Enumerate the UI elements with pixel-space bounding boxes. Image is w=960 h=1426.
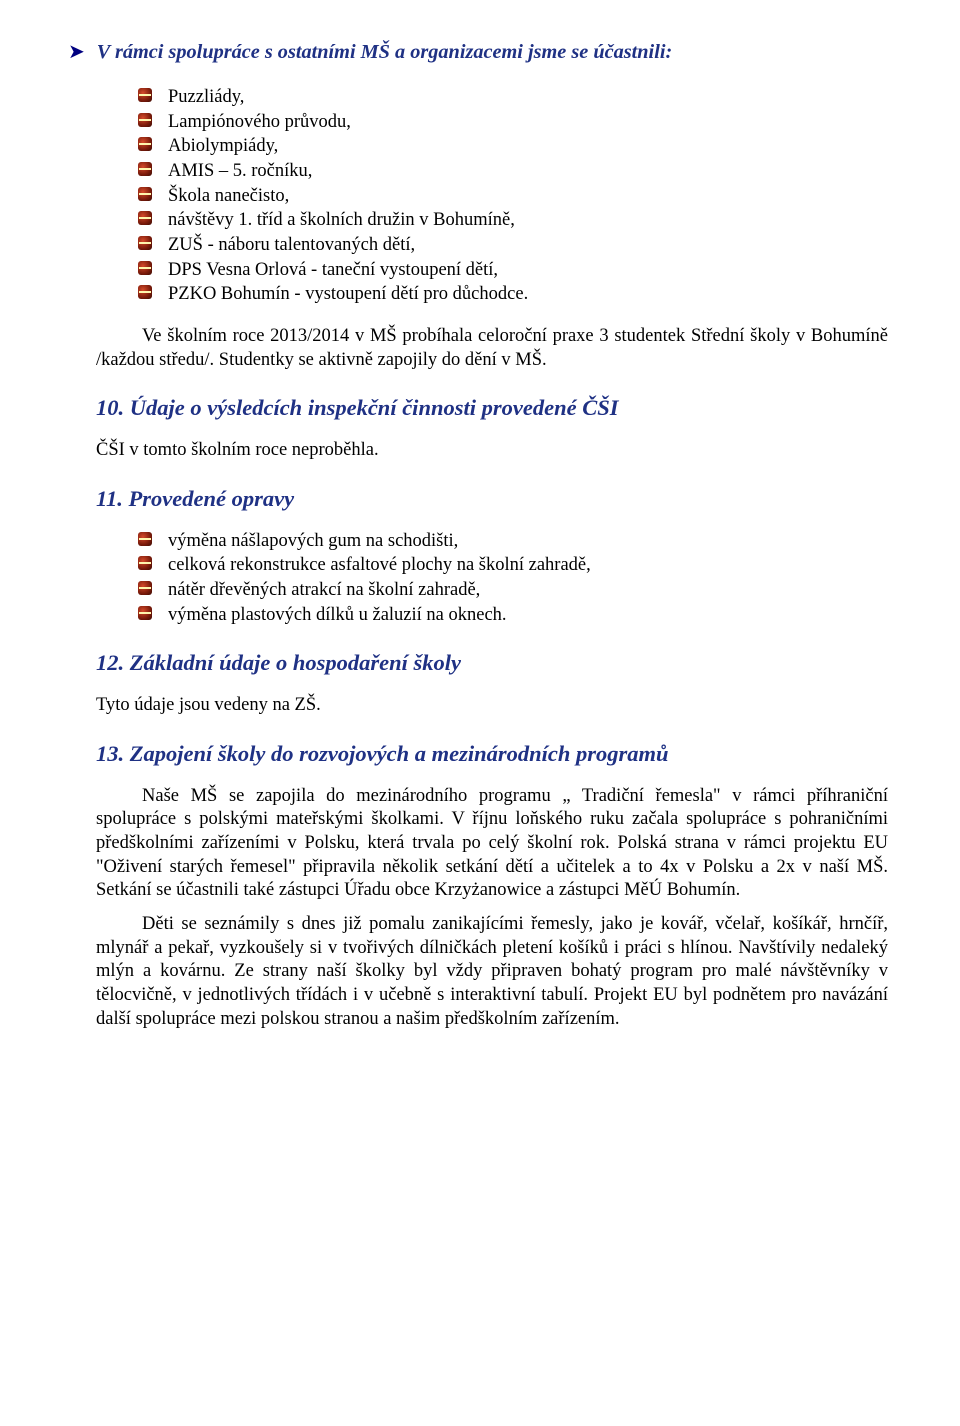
heading-10: 10. Údaje o výsledcích inspekční činnost… xyxy=(96,394,888,423)
heading-row: ➤ V rámci spolupráce s ostatními MŠ a or… xyxy=(68,40,888,66)
paragraph-program-2: Děti se seznámily s dnes již pomalu zani… xyxy=(96,913,888,1031)
paragraph-praxe: Ve školním roce 2013/2014 v MŠ probíhala… xyxy=(96,325,888,372)
list-item: návštěvy 1. tříd a školních družin v Boh… xyxy=(138,209,888,233)
list-item-text: Abiolympiády, xyxy=(168,136,278,156)
list-item: AMIS – 5. ročníku, xyxy=(138,160,888,184)
list-item: Abiolympiády, xyxy=(138,135,888,159)
list-item-text: DPS Vesna Orlová - taneční vystoupení dě… xyxy=(168,260,498,280)
heading-s1: V rámci spolupráce s ostatními MŠ a orga… xyxy=(97,40,672,66)
list-item-text: Škola nanečisto, xyxy=(168,186,289,206)
list-item: Puzzliády, xyxy=(138,86,888,110)
list-item: PZKO Bohumín - vystoupení dětí pro důcho… xyxy=(138,283,888,307)
list-item: nátěr dřevěných atrakcí na školní zahrad… xyxy=(138,579,888,603)
list-item-text: celková rekonstrukce asfaltové plochy na… xyxy=(168,555,591,575)
list-item: Lampiónového průvodu, xyxy=(138,111,888,135)
list-item-text: návštěvy 1. tříd a školních družin v Boh… xyxy=(168,210,515,230)
heading-12: 12. Základní údaje o hospodaření školy xyxy=(96,649,888,678)
list-item: výměna plastových dílků u žaluzií na okn… xyxy=(138,604,888,628)
list-item-text: PZKO Bohumín - vystoupení dětí pro důcho… xyxy=(168,284,528,304)
list-item: DPS Vesna Orlová - taneční vystoupení dě… xyxy=(138,259,888,283)
list-item-text: výměna nášlapových gum na schodišti, xyxy=(168,531,458,551)
heading-11: 11. Provedené opravy xyxy=(96,485,888,514)
list-repairs: výměna nášlapových gum na schodišti, cel… xyxy=(138,530,888,628)
list-item-text: Puzzliády, xyxy=(168,87,244,107)
list-item-text: výměna plastových dílků u žaluzií na okn… xyxy=(168,605,507,625)
list-item-text: AMIS – 5. ročníku, xyxy=(168,161,312,181)
list-item-text: Lampiónového průvodu, xyxy=(168,112,351,132)
list-item-text: nátěr dřevěných atrakcí na školní zahrad… xyxy=(168,580,480,600)
list-item-text: ZUŠ - náboru talentovaných dětí, xyxy=(168,235,415,255)
list-item: Škola nanečisto, xyxy=(138,185,888,209)
list-item: ZUŠ - náboru talentovaných dětí, xyxy=(138,234,888,258)
list-item: celková rekonstrukce asfaltové plochy na… xyxy=(138,554,888,578)
paragraph-program-1: Naše MŠ se zapojila do mezinárodního pro… xyxy=(96,785,888,903)
list-activities: Puzzliády, Lampiónového průvodu, Abiolym… xyxy=(138,86,888,307)
paragraph-hospodareni: Tyto údaje jsou vedeny na ZŠ. xyxy=(96,694,888,718)
list-item: výměna nášlapových gum na schodišti, xyxy=(138,530,888,554)
page-content: ➤ V rámci spolupráce s ostatními MŠ a or… xyxy=(0,0,960,1101)
heading-13: 13. Zapojení školy do rozvojových a mezi… xyxy=(96,740,888,769)
paragraph-csi: ČŠI v tomto školním roce neproběhla. xyxy=(96,439,888,463)
chevron-icon: ➤ xyxy=(68,42,85,62)
